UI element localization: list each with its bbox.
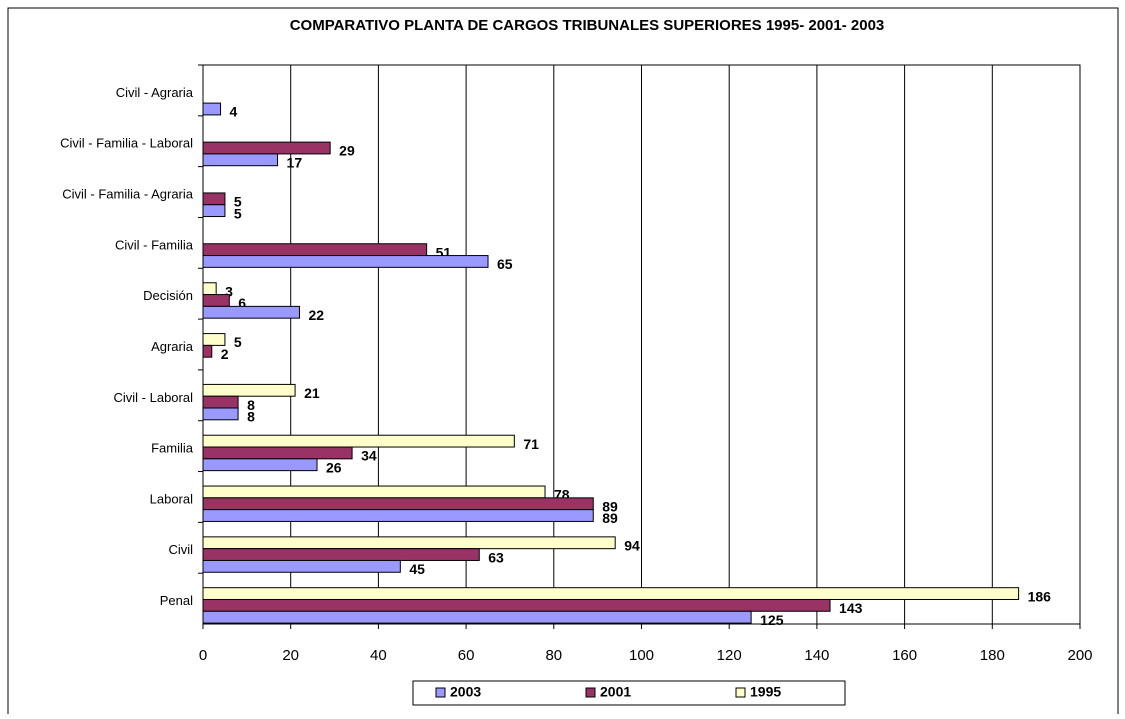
value-label: 6 [238, 295, 246, 311]
x-tick-label: 80 [545, 647, 562, 664]
value-label: 8 [247, 397, 255, 413]
legend-swatch [435, 687, 446, 698]
value-label: 3 [225, 283, 233, 299]
value-label: 21 [304, 385, 320, 401]
x-tick-label: 120 [717, 647, 742, 664]
y-tick-label: Familia [151, 441, 194, 456]
y-tick-label: Civil - Laboral [114, 390, 194, 405]
value-label: 5 [234, 205, 242, 221]
bar [202, 383, 296, 397]
x-tick-label: 140 [804, 647, 829, 664]
bar [202, 434, 515, 448]
bar [202, 446, 353, 460]
value-label: 5 [234, 334, 242, 350]
bar [202, 333, 226, 346]
bar [202, 102, 222, 116]
bar [202, 548, 480, 561]
y-tick-label: Civil - Agraria [116, 85, 194, 100]
y-tick-label: Penal [160, 593, 193, 608]
x-tick-label: 60 [458, 647, 475, 664]
legend-label: 1995 [750, 684, 781, 700]
x-tick-label: 0 [199, 647, 207, 664]
value-label: 45 [409, 561, 425, 577]
x-tick-label: 200 [1067, 647, 1092, 664]
bar [202, 509, 594, 522]
value-label: 125 [760, 612, 784, 628]
bar [202, 141, 331, 155]
value-label: 186 [1028, 588, 1052, 604]
bar [202, 255, 489, 268]
legend-swatch [735, 687, 746, 698]
bar [202, 153, 279, 167]
bar [202, 598, 831, 612]
value-label: 89 [602, 498, 618, 514]
y-tick-label: Decisión [143, 288, 193, 303]
bar [202, 559, 401, 573]
y-tick-label: Civil - Familia [115, 237, 194, 252]
bar [202, 294, 230, 307]
bar [202, 536, 616, 550]
y-tick-label: Agraria [151, 339, 194, 354]
bar [202, 344, 213, 358]
value-label: 89 [602, 510, 618, 526]
bar [202, 610, 752, 624]
value-label: 71 [523, 436, 539, 452]
value-label: 65 [497, 256, 513, 272]
value-label: 17 [287, 155, 303, 171]
x-tick-label: 40 [370, 647, 387, 664]
value-label: 8 [247, 409, 255, 425]
value-label: 34 [361, 448, 377, 464]
value-label: 2 [221, 346, 229, 362]
x-tick-label: 180 [980, 647, 1005, 664]
bar [202, 192, 226, 206]
x-tick-label: 20 [282, 647, 299, 664]
bar [202, 395, 239, 409]
bar [202, 497, 594, 511]
value-label: 143 [839, 600, 863, 616]
value-label: 94 [624, 537, 640, 553]
value-label: 26 [326, 459, 342, 475]
bar [202, 282, 217, 296]
bar [202, 587, 1020, 600]
y-tick-label: Civil - Familia - Agraria [62, 186, 194, 201]
legend-swatch [585, 687, 596, 698]
value-label: 63 [488, 549, 504, 565]
x-tick-label: 160 [892, 647, 917, 664]
value-label: 29 [339, 143, 355, 159]
legend-label: 2003 [450, 684, 481, 700]
y-tick-label: Civil [168, 542, 193, 557]
chart-frame [7, 7, 1119, 714]
bar [202, 204, 226, 218]
y-tick-label: Civil - Familia - Laboral [60, 136, 193, 151]
bar [202, 458, 318, 472]
bar [202, 243, 428, 257]
x-tick-label: 100 [629, 647, 654, 664]
legend-label: 2001 [600, 684, 631, 700]
bar [202, 407, 239, 421]
legend [412, 680, 846, 706]
chart-title: COMPARATIVO PLANTA DE CARGOS TRIBUNALES … [290, 17, 885, 34]
value-label: 4 [230, 104, 238, 120]
value-label: 5 [234, 194, 242, 210]
y-tick-label: Laboral [150, 491, 193, 506]
bar [202, 485, 546, 499]
bar [202, 305, 300, 319]
value-label: 22 [308, 307, 324, 323]
